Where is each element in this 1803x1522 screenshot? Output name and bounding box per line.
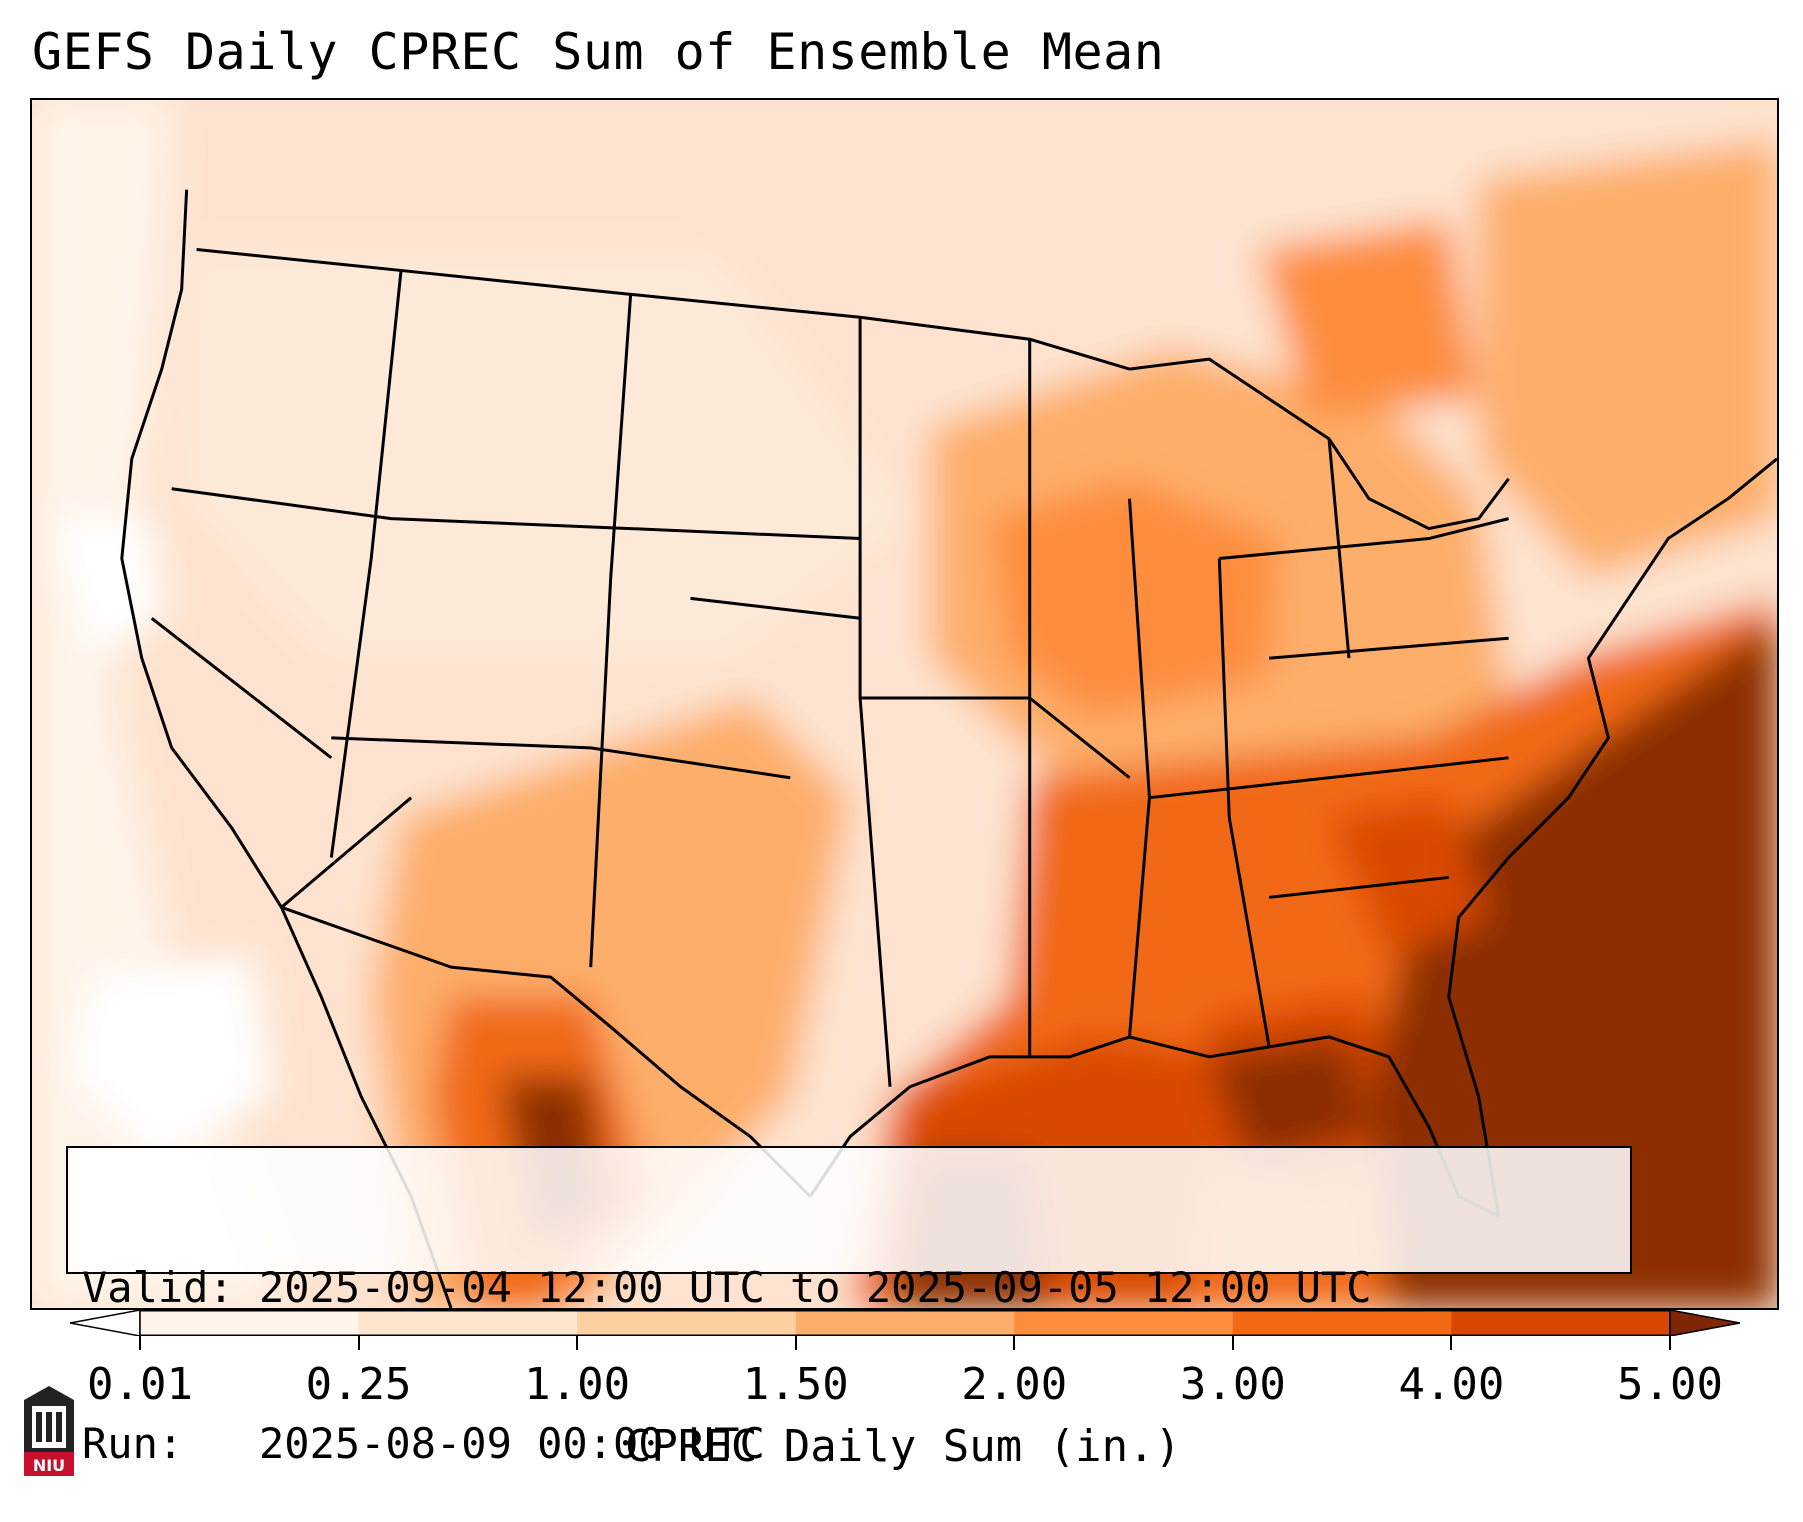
- mexico-border: [280, 905, 812, 1198]
- precipitation-map: [30, 98, 1779, 1310]
- precipitation-field: [32, 100, 1777, 1308]
- colorbar-tick-mark: [576, 1336, 579, 1350]
- colorbar-over-extension: [1669, 1310, 1740, 1336]
- colorbar-segment: [140, 1310, 360, 1336]
- great-lakes-outline: [1129, 357, 1510, 531]
- colorbar-segment: [1451, 1310, 1671, 1336]
- colorbar-tick-mark: [1013, 1336, 1016, 1350]
- colorbar-tick-label: 5.00: [1617, 1359, 1723, 1410]
- colorbar-tick-label: 1.00: [524, 1359, 631, 1410]
- colorbar-label: CPREC Daily Sum (in.): [624, 1421, 1182, 1472]
- colorbar-tick-label: 1.50: [742, 1359, 849, 1410]
- logo-text: NIU: [33, 1456, 65, 1475]
- map-title: GEFS Daily CPREC Sum of Ensemble Mean: [32, 23, 1165, 81]
- colorbar-segment: [795, 1310, 1015, 1336]
- gulf-coastline: [808, 1035, 1500, 1218]
- run-time-text: Run: 2025-08-09 00:00 UTC: [82, 1419, 765, 1468]
- colorbar-tick-mark: [1669, 1336, 1671, 1350]
- colorbar-tick-label: 0.25: [305, 1359, 412, 1410]
- colorbar-tick-label: 3.00: [1179, 1359, 1286, 1410]
- colorbar-tick-mark: [139, 1336, 141, 1350]
- west-coastline: [120, 189, 453, 1308]
- colorbar-outline: [139, 1310, 1671, 1336]
- colorbar-tick-label: 0.01: [87, 1359, 193, 1410]
- colorbar-tick-mark: [794, 1336, 797, 1350]
- validity-info-box: Valid: 2025-09-04 12:00 UTC to 2025-09-0…: [66, 1146, 1632, 1468]
- colorbar-tick-mark: [1450, 1336, 1453, 1350]
- colorbar-tick-mark: [357, 1336, 360, 1350]
- valid-time-text: Valid: 2025-09-04 12:00 UTC to 2025-09-0…: [82, 1263, 1372, 1312]
- canada-border: [196, 248, 1130, 371]
- colorbar-tick-label: 2.00: [961, 1359, 1068, 1410]
- colorbar: [70, 1310, 1740, 1336]
- colorbar-under-extension: [70, 1310, 141, 1336]
- colorbar-segment: [358, 1310, 578, 1336]
- niu-logo-icon: NIU: [24, 1386, 74, 1476]
- state-lines: [150, 269, 1509, 1087]
- colorbar-segment: [1232, 1310, 1452, 1336]
- colorbar-segment: [577, 1310, 797, 1336]
- colorbar-tick-label: 4.00: [1398, 1359, 1505, 1410]
- colorbar-segment: [1014, 1310, 1234, 1336]
- map-boundaries: [120, 189, 1777, 1308]
- colorbar-tick-mark: [1231, 1336, 1234, 1350]
- atlantic-coastline: [1447, 457, 1777, 1217]
